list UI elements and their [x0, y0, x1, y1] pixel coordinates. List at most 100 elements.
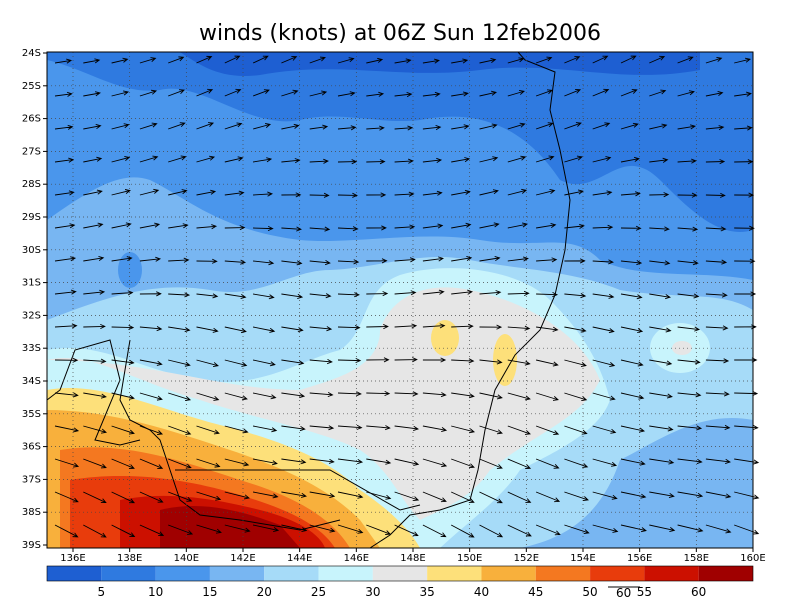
wind-arrow [536, 326, 559, 332]
wind-arrow [111, 359, 135, 365]
wind-arrow [111, 425, 135, 435]
wind-arrow [253, 524, 280, 533]
wind-arrow [168, 458, 192, 469]
wind-arrow [168, 56, 185, 64]
wind-arrow [649, 293, 671, 300]
wind-arrow [196, 55, 213, 64]
wind-arrow [366, 192, 387, 198]
wind-arrow [281, 123, 300, 130]
wind-arrow [111, 324, 135, 331]
wind-arrow [337, 159, 358, 165]
graticule [47, 52, 753, 548]
wind-arrow [224, 359, 248, 367]
wind-arrow [394, 290, 417, 296]
wind-arrow [281, 359, 305, 366]
wind-arrow [281, 293, 304, 299]
wind-arrow [54, 91, 73, 97]
wind-arrow [507, 290, 530, 297]
wind-arrow [281, 260, 303, 266]
wind-arrow [253, 458, 278, 466]
wind-arrow [677, 524, 704, 533]
wind-arrow [620, 359, 644, 367]
wind-arrow [451, 157, 471, 163]
wind-arrow [536, 291, 559, 298]
colorbar-label: 55 [637, 585, 652, 599]
wind-arrow [450, 524, 475, 538]
wind-arrow [111, 90, 130, 97]
wind-arrow [394, 257, 416, 263]
colorbar-bin [481, 566, 536, 581]
colorbar-label: 60 [691, 585, 706, 599]
wind-arrow [620, 122, 639, 130]
wind-arrow [196, 189, 217, 196]
longitude-label: 138E [117, 553, 142, 564]
latitude-label: 34S [22, 376, 41, 387]
wind-arrow [535, 189, 556, 196]
wind-arrow [83, 458, 107, 469]
wind-arrow [422, 392, 447, 398]
wind-arrow [394, 524, 419, 537]
wind-arrow [705, 424, 731, 430]
wind-arrow [111, 256, 133, 262]
wind-arrow [451, 425, 476, 434]
wind-arrow [535, 491, 561, 503]
wind-arrow [111, 189, 131, 196]
wind-arrow [705, 325, 729, 331]
wind-arrow [705, 226, 727, 232]
colorbar-bin [264, 566, 319, 581]
wind-arrow [564, 56, 581, 64]
wind-arrow [677, 326, 701, 332]
wind-arrow [479, 57, 497, 64]
wind-arrow [422, 357, 447, 363]
wind-arrow [592, 392, 616, 401]
wind-arrow [224, 156, 244, 163]
wind-arrow [649, 226, 670, 232]
wind-arrow [366, 291, 389, 297]
wind-arrow [281, 56, 298, 64]
latitude-label: 32S [22, 310, 41, 321]
longitude-label: 144E [287, 553, 312, 564]
wind-arrow [54, 458, 80, 468]
wind-arrow [535, 122, 554, 130]
wind-arrow [620, 293, 643, 300]
latitude-label: 39S [22, 540, 41, 551]
wind-arrow [451, 124, 470, 130]
longitude-label: 154E [570, 553, 595, 564]
colorbar-label: 10 [148, 585, 163, 599]
wind-arrow [649, 123, 668, 130]
wind-arrow [253, 392, 277, 400]
wind-arrow [168, 257, 190, 263]
wind-arrow [677, 359, 701, 365]
colorbar-bin [372, 566, 428, 581]
wind-arrow [337, 458, 364, 465]
wind-arrow [111, 458, 135, 469]
wind-arrow [479, 425, 503, 435]
wind-arrow [394, 391, 419, 397]
wind-arrow [535, 89, 553, 97]
wind-arrow [734, 57, 751, 64]
wind-arrow [507, 122, 526, 130]
wind-arrow [337, 226, 359, 232]
wind-arrow [677, 158, 697, 164]
wind-arrow [253, 326, 276, 333]
wind-arrow [168, 89, 186, 97]
wind-arrow [734, 524, 760, 535]
wind-arrow [705, 524, 732, 534]
wind-arrow [281, 524, 308, 533]
wind-arrow [196, 359, 219, 368]
latitude-label: 36S [22, 442, 41, 453]
colorbar-label: 5 [97, 585, 105, 599]
wind-arrow [54, 425, 80, 433]
wind-arrow [83, 58, 101, 64]
wind-arrow [253, 491, 279, 499]
wind-arrow [649, 392, 673, 399]
wind-arrow [309, 524, 336, 533]
wind-arrow [734, 291, 757, 297]
wind-arrow [620, 425, 646, 433]
wind-arrow [111, 123, 130, 130]
wind-arrow [507, 256, 529, 262]
wind-arrow [196, 258, 218, 264]
wind-arrow [564, 458, 589, 468]
wind-arrow [394, 191, 415, 197]
